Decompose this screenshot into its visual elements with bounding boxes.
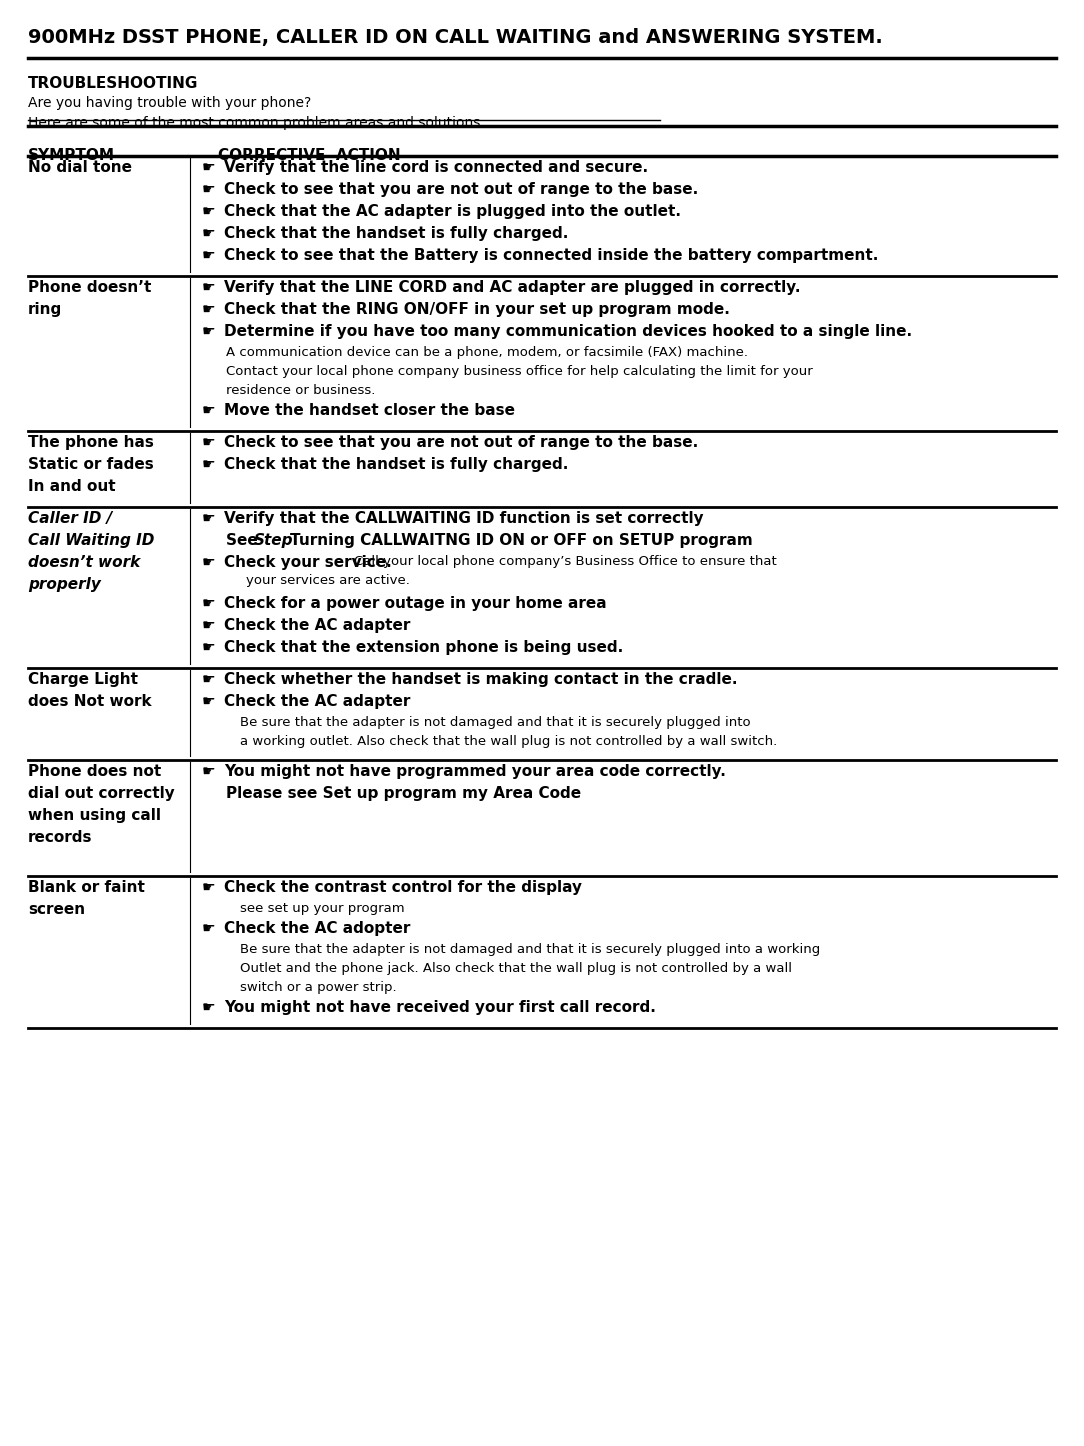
Text: Blank or faint: Blank or faint <box>28 881 145 895</box>
Text: ☛: ☛ <box>202 403 216 418</box>
Text: ☛: ☛ <box>202 694 216 709</box>
Text: Move the handset closer the base: Move the handset closer the base <box>224 403 515 418</box>
Text: 900MHz DSST PHONE, CALLER ID ON CALL WAITING and ANSWERING SYSTEM.: 900MHz DSST PHONE, CALLER ID ON CALL WAI… <box>28 27 882 48</box>
Text: ☛: ☛ <box>202 641 216 655</box>
Text: Check that the handset is fully charged.: Check that the handset is fully charged. <box>224 226 568 241</box>
Text: does Not work: does Not work <box>28 694 152 709</box>
Text: Check to see that you are not out of range to the base.: Check to see that you are not out of ran… <box>224 182 698 197</box>
Text: Call your local phone company’s Business Office to ensure that: Call your local phone company’s Business… <box>354 555 777 568</box>
Text: Step: Step <box>254 534 294 548</box>
Text: Check that the handset is fully charged.: Check that the handset is fully charged. <box>224 457 568 471</box>
Text: Check to see that you are not out of range to the base.: Check to see that you are not out of ran… <box>224 435 698 450</box>
Text: You might not have programmed your area code correctly.: You might not have programmed your area … <box>224 763 726 779</box>
Text: ☛: ☛ <box>202 672 216 687</box>
Text: Check the AC adapter: Check the AC adapter <box>224 617 411 633</box>
Text: Check that the extension phone is being used.: Check that the extension phone is being … <box>224 641 623 655</box>
Text: dial out correctly: dial out correctly <box>28 787 175 801</box>
Text: In and out: In and out <box>28 479 116 495</box>
Text: TROUBLESHOOTING: TROUBLESHOOTING <box>28 77 198 91</box>
Text: ☛: ☛ <box>202 510 216 526</box>
Text: Check the AC adopter: Check the AC adopter <box>224 921 411 936</box>
Text: ☛: ☛ <box>202 204 216 218</box>
Text: Verify that the CALLWAITING ID function is set correctly: Verify that the CALLWAITING ID function … <box>224 510 704 526</box>
Text: ☛: ☛ <box>202 182 216 197</box>
Text: doesn’t work: doesn’t work <box>28 555 140 570</box>
Text: ☛: ☛ <box>202 226 216 241</box>
Text: ☛: ☛ <box>202 555 216 570</box>
Text: Phone does not: Phone does not <box>28 763 162 779</box>
Text: Check to see that the Battery is connected inside the battery compartment.: Check to see that the Battery is connect… <box>224 249 878 263</box>
Text: ☛: ☛ <box>202 435 216 450</box>
Text: ☛: ☛ <box>202 596 216 612</box>
Text: properly: properly <box>28 577 101 591</box>
Text: ☛: ☛ <box>202 281 216 295</box>
Text: See: See <box>225 534 263 548</box>
Text: Check for a power outage in your home area: Check for a power outage in your home ar… <box>224 596 607 612</box>
Text: Turning CALLWAITNG ID ON or OFF on SETUP program: Turning CALLWAITNG ID ON or OFF on SETUP… <box>291 534 752 548</box>
Text: ☛: ☛ <box>202 249 216 263</box>
Text: screen: screen <box>28 902 86 917</box>
Text: ☛: ☛ <box>202 161 216 175</box>
Text: ☛: ☛ <box>202 302 216 317</box>
Text: see set up your program: see set up your program <box>240 902 404 915</box>
Text: Contact your local phone company business office for help calculating the limit : Contact your local phone company busines… <box>225 364 813 377</box>
Text: Check the AC adapter: Check the AC adapter <box>224 694 411 709</box>
Text: ☛: ☛ <box>202 921 216 936</box>
Text: when using call: when using call <box>28 808 162 823</box>
Text: ☛: ☛ <box>202 617 216 633</box>
Text: switch or a power strip.: switch or a power strip. <box>240 980 397 993</box>
Text: Outlet and the phone jack. Also check that the wall plug is not controlled by a : Outlet and the phone jack. Also check th… <box>240 962 792 975</box>
Text: Call Waiting ID: Call Waiting ID <box>28 534 154 548</box>
Text: Caller ID /: Caller ID / <box>28 510 113 526</box>
Text: Check your service.: Check your service. <box>224 555 391 570</box>
Text: a working outlet. Also check that the wall plug is not controlled by a wall swit: a working outlet. Also check that the wa… <box>240 735 777 748</box>
Text: Be sure that the adapter is not damaged and that it is securely plugged into: Be sure that the adapter is not damaged … <box>240 716 750 729</box>
Text: ☛: ☛ <box>202 1001 216 1015</box>
Text: ☛: ☛ <box>202 763 216 779</box>
Text: Check that the AC adapter is plugged into the outlet.: Check that the AC adapter is plugged int… <box>224 204 681 218</box>
Text: The phone has: The phone has <box>28 435 154 450</box>
Text: ☛: ☛ <box>202 457 216 471</box>
Text: ☛: ☛ <box>202 324 216 338</box>
Text: No dial tone: No dial tone <box>28 161 132 175</box>
Text: Here are some of the most common problem areas and solutions.: Here are some of the most common problem… <box>28 116 485 130</box>
Text: Please see Set up program my Area Code: Please see Set up program my Area Code <box>225 787 581 801</box>
Text: Verify that the LINE CORD and AC adapter are plugged in correctly.: Verify that the LINE CORD and AC adapter… <box>224 281 800 295</box>
Text: records: records <box>28 830 92 844</box>
Text: You might not have received your first call record.: You might not have received your first c… <box>224 1001 656 1015</box>
Text: ring: ring <box>28 302 62 317</box>
Text: SYMPTOM: SYMPTOM <box>28 147 115 163</box>
Text: residence or business.: residence or business. <box>225 385 375 398</box>
Text: CORRECTIVE  ACTION: CORRECTIVE ACTION <box>218 147 401 163</box>
Text: Are you having trouble with your phone?: Are you having trouble with your phone? <box>28 95 311 110</box>
Text: Check that the RING ON/OFF in your set up program mode.: Check that the RING ON/OFF in your set u… <box>224 302 730 317</box>
Text: A communication device can be a phone, modem, or facsimile (FAX) machine.: A communication device can be a phone, m… <box>225 346 748 359</box>
Text: Phone doesn’t: Phone doesn’t <box>28 281 152 295</box>
Text: Charge Light: Charge Light <box>28 672 138 687</box>
Text: Determine if you have too many communication devices hooked to a single line.: Determine if you have too many communica… <box>224 324 912 338</box>
Text: your services are active.: your services are active. <box>246 574 410 587</box>
Text: Static or fades: Static or fades <box>28 457 154 471</box>
Text: Be sure that the adapter is not damaged and that it is securely plugged into a w: Be sure that the adapter is not damaged … <box>240 943 821 956</box>
Text: ☛: ☛ <box>202 881 216 895</box>
Text: Check the contrast control for the display: Check the contrast control for the displ… <box>224 881 582 895</box>
Text: Check whether the handset is making contact in the cradle.: Check whether the handset is making cont… <box>224 672 737 687</box>
Text: Verify that the line cord is connected and secure.: Verify that the line cord is connected a… <box>224 161 648 175</box>
